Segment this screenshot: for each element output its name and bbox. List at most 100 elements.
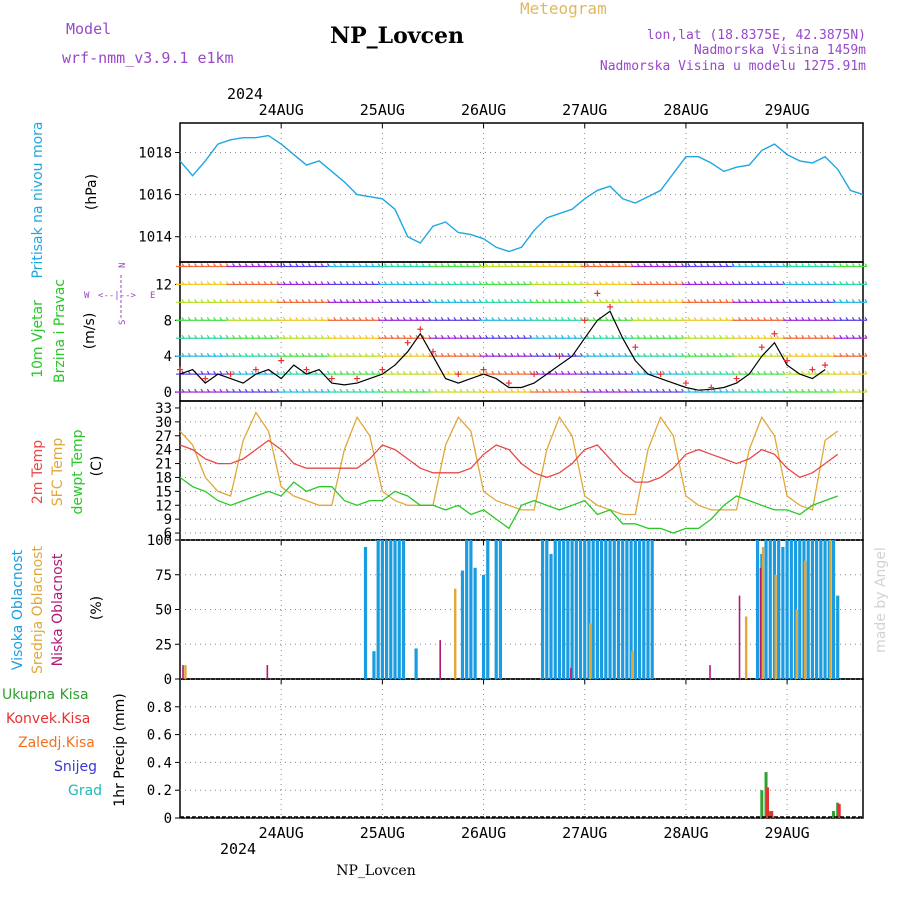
cloud-bar-0 <box>469 540 473 679</box>
cloud-bar-0 <box>465 540 469 679</box>
cloud-bar-0 <box>578 540 583 679</box>
cloud-bar-0 <box>600 540 604 679</box>
cloud-bar-0 <box>460 570 465 679</box>
bottom-day-labels: 24AUG 25AUG 26AUG 27AUG 28AUG 29AUG <box>259 824 810 842</box>
cloud-bar-0 <box>625 540 629 679</box>
cloud-bar-0 <box>612 540 616 679</box>
gust-marker <box>328 375 335 382</box>
wind-barb-flag <box>864 299 868 303</box>
cloud-bar-1 <box>184 665 187 679</box>
cloud-bar-0 <box>633 540 637 679</box>
top-day-label: 29AUG <box>765 101 810 119</box>
gust-marker <box>682 380 689 387</box>
frame-precip <box>179 678 864 819</box>
cloud-bar-0 <box>823 540 827 679</box>
cloud-bar-0 <box>574 540 578 679</box>
gust-marker <box>429 348 436 355</box>
pressure-yticks: 1014 1016 1018 <box>138 145 863 246</box>
altitude-text: Nadmorska Visina 1459m <box>694 43 866 58</box>
gust-marker <box>733 375 740 382</box>
ytick-label-temp: 6 <box>164 526 172 542</box>
gust-marker <box>278 357 285 364</box>
model-altitude-text: Nadmorska Visina u modelu 1275.91m <box>600 59 866 74</box>
cloud-ylabel3: Niska Oblacnost <box>50 553 66 666</box>
bottom-year-label: 2024 <box>220 840 256 858</box>
wind-unit: (m/s) <box>82 313 98 350</box>
wind-barb-flag <box>864 334 868 339</box>
cloud-bar-0 <box>494 540 498 679</box>
ytick-label-temp: 24 <box>155 443 172 459</box>
cloud-bar-0 <box>789 540 793 679</box>
cloud-bar-0 <box>473 567 477 679</box>
cloud-bar-2 <box>709 665 711 679</box>
bottom-day-label: 25AUG <box>360 824 405 842</box>
top-day-label: 27AUG <box>562 101 607 119</box>
precip-bars <box>180 772 863 818</box>
top-day-label: 24AUG <box>259 101 304 119</box>
precip-ylabel: 1hr Precip (mm) <box>112 693 128 806</box>
cloud-bar-0 <box>553 540 557 679</box>
cloud-bar-2 <box>266 665 269 679</box>
cloud-bar-0 <box>637 540 642 679</box>
cloud-bar-0 <box>806 540 810 679</box>
precip-legend-item: Konvek.Kisa <box>6 711 90 727</box>
cloud-bar-0 <box>595 540 599 679</box>
cloud-bar-0 <box>831 540 836 679</box>
gust-marker <box>632 344 639 351</box>
cloud-ylabel2: Srednja Oblacnost <box>30 546 46 674</box>
cloud-bar-0 <box>570 540 574 679</box>
watermark: made by Angel <box>873 547 889 653</box>
gust-markers <box>177 290 829 391</box>
cloud-bar-0 <box>621 540 625 679</box>
cloud-bar-0 <box>755 540 760 679</box>
pressure-line <box>179 134 864 253</box>
cloud-bar-1 <box>795 609 798 679</box>
cloud-bar-0 <box>604 540 608 679</box>
cloud-bar-0 <box>384 540 389 679</box>
cloud-bar-0 <box>583 540 587 679</box>
temp-ylabel2: SFC Temp <box>50 438 66 507</box>
gust-marker <box>784 357 791 364</box>
gust-marker <box>252 366 259 373</box>
gust-marker <box>531 371 538 378</box>
compass-arrows-h: <--|--> <box>98 291 137 301</box>
gust-marker <box>594 290 601 297</box>
wind-ylabel2: Brzina i Pravac <box>52 279 68 383</box>
panel-frames <box>179 122 864 819</box>
ytick-label-cloud: 100 <box>147 533 172 549</box>
cloud-bar-0 <box>785 540 789 679</box>
gust-marker <box>771 330 778 337</box>
gust-marker <box>177 366 183 373</box>
precip-bar-1 <box>766 787 770 818</box>
cloud-bar-0 <box>608 540 612 679</box>
cloud-bar-0 <box>389 540 393 679</box>
top-year-label: 2024 <box>227 85 263 103</box>
cloud-bar-0 <box>380 540 384 679</box>
compass-n: N <box>118 263 128 268</box>
gust-marker <box>354 375 361 382</box>
wind-ylabel1: 10m Vjetar <box>30 300 46 378</box>
gust-marker <box>607 303 614 310</box>
cloud-bar-0 <box>498 540 503 679</box>
wind-barb-flag <box>864 388 868 393</box>
bottom-day-label: 24AUG <box>259 824 304 842</box>
gust-marker <box>556 353 563 360</box>
cloud-bar-0 <box>650 540 654 679</box>
cloud-bar-0 <box>798 540 802 679</box>
ytick-label-precip: 0.6 <box>147 728 172 744</box>
ytick-label-pressure: 1016 <box>138 188 172 204</box>
cloud-bar-0 <box>777 540 781 679</box>
compass-w: W <box>84 291 90 301</box>
gust-marker <box>480 366 487 373</box>
ytick-label-temp: 30 <box>155 415 172 431</box>
model-label: Model <box>66 20 111 38</box>
wind-barb-flag <box>864 370 868 375</box>
precip-bar-0 <box>831 811 835 818</box>
cloud-bar-0 <box>486 540 490 679</box>
cloud-bar-1 <box>829 540 832 679</box>
temp-unit: (C) <box>89 456 105 477</box>
bottom-day-label: 29AUG <box>765 824 810 842</box>
cloud-bar-0 <box>414 648 418 679</box>
cloud-bar-2 <box>759 567 762 679</box>
